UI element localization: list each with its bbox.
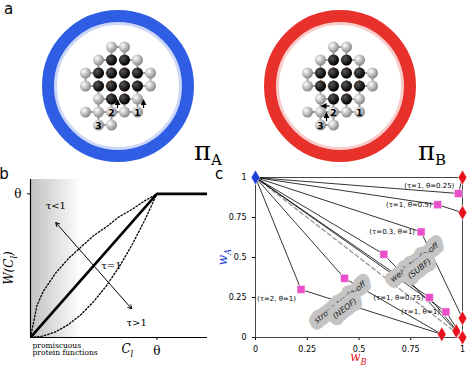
svg-text:1: 1: [460, 345, 465, 354]
svg-text:θ: θ: [153, 344, 160, 358]
svg-text:0.25: 0.25: [229, 293, 247, 302]
svg-text:strong trade-off(NEOF): strong trade-off(NEOF): [312, 279, 373, 332]
svg-text:0.75: 0.75: [402, 345, 420, 354]
svg-text:a: a: [4, 0, 13, 18]
svg-text:0.5: 0.5: [234, 253, 247, 262]
svg-text:τ=1: τ=1: [101, 260, 121, 271]
svg-text:2: 2: [330, 108, 336, 118]
svg-text:πB: πB: [418, 136, 446, 167]
svg-text:3: 3: [95, 121, 101, 131]
svg-text:1: 1: [241, 173, 246, 182]
svg-text:0.75: 0.75: [229, 213, 247, 222]
svg-text:θ: θ: [14, 187, 21, 201]
svg-text:(τ=0.3, θ=1): (τ=0.3, θ=1): [369, 228, 415, 236]
svg-text:1: 1: [356, 108, 362, 118]
svg-text:0: 0: [241, 333, 246, 342]
svg-text:τ<1: τ<1: [46, 200, 66, 211]
svg-text:0.25: 0.25: [298, 345, 316, 354]
svg-text:b: b: [0, 167, 9, 183]
svg-text:(τ=1, θ=1): (τ=1, θ=1): [401, 308, 440, 316]
svg-text:c: c: [215, 167, 223, 183]
svg-text:1: 1: [134, 108, 140, 118]
svg-text:τ>1: τ>1: [127, 317, 147, 328]
svg-text:wA: wA: [216, 249, 233, 265]
svg-text:Cl: Cl: [121, 342, 133, 359]
svg-text:(τ=1, θ=0.5): (τ=1, θ=0.5): [386, 201, 432, 209]
svg-text:2: 2: [108, 108, 114, 118]
svg-text:3: 3: [317, 121, 323, 131]
svg-text:wB: wB: [350, 350, 366, 367]
svg-text:weak trade-off(SUBF): weak trade-off(SUBF): [389, 240, 446, 290]
svg-text:promiscuousprotein functions: promiscuousprotein functions: [33, 341, 98, 358]
svg-text:(τ=1, θ=0.25): (τ=1, θ=0.25): [404, 182, 454, 190]
svg-text:0: 0: [253, 345, 258, 354]
svg-text:πA: πA: [194, 136, 222, 167]
svg-text:(τ=2, θ=1): (τ=2, θ=1): [257, 295, 296, 303]
svg-text:W(Cl): W(Cl): [2, 251, 19, 285]
svg-text:(τ=1, θ=0.75): (τ=1, θ=0.75): [373, 294, 423, 302]
